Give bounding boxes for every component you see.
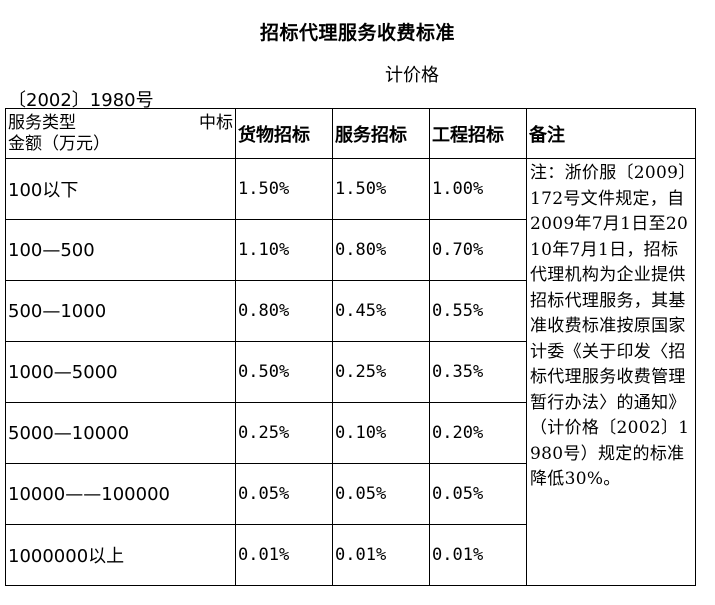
goods-rate-cell: 0.25% — [235, 402, 333, 464]
doc-number: 〔2002〕1980号 — [8, 90, 154, 111]
header-amount-label: 金额（万元） — [8, 133, 110, 154]
range-cell: 1000000以上 — [5, 524, 236, 586]
header-service: 服务招标 — [332, 108, 430, 159]
table-row: 100—500 1.10% 0.80% 0.70% — [5, 219, 696, 281]
engineering-rate-cell: 0.01% — [429, 524, 527, 586]
goods-rate-cell: 1.10% — [235, 219, 333, 281]
table-row: 500—1000 0.80% 0.45% 0.55% — [5, 280, 696, 342]
range-cell: 500—1000 — [5, 280, 236, 342]
remarks-note: 注：浙价服〔2009〕172号文件规定，自2009年7月1日至2010年7月1日… — [526, 158, 696, 586]
service-rate-cell: 0.25% — [332, 341, 430, 403]
range-cell: 10000——100000 — [5, 463, 236, 525]
goods-rate-cell: 1.50% — [235, 158, 333, 220]
header-winning-label: 中标 — [199, 112, 233, 133]
goods-rate-cell: 0.05% — [235, 463, 333, 525]
header-service-type: 服务类型 中标 金额（万元） — [5, 108, 236, 159]
table-row: 1000000以上 0.01% 0.01% 0.01% — [5, 524, 696, 586]
table-row: 100以下 1.50% 1.50% 1.00% 注：浙价服〔2009〕172号文… — [5, 158, 696, 586]
goods-rate-cell: 0.80% — [235, 280, 333, 342]
fee-table: 服务类型 中标 金额（万元） 货物招标 服务招标 工程招标 备注 100以下 1… — [5, 108, 696, 586]
table-row: 10000——100000 0.05% 0.05% 0.05% — [5, 463, 696, 525]
table-header-row: 服务类型 中标 金额（万元） 货物招标 服务招标 工程招标 备注 — [5, 108, 696, 159]
doc-prefix: 计价格 — [385, 65, 439, 86]
range-cell: 100以下 — [5, 158, 236, 220]
header-service-type-label: 服务类型 — [8, 112, 76, 133]
goods-rate-cell: 0.01% — [235, 524, 333, 586]
engineering-rate-cell: 1.00% — [429, 158, 527, 220]
service-rate-cell: 1.50% — [332, 158, 430, 220]
engineering-rate-cell: 0.70% — [429, 219, 527, 281]
service-rate-cell: 0.45% — [332, 280, 430, 342]
header-goods: 货物招标 — [235, 108, 333, 159]
service-rate-cell: 0.80% — [332, 219, 430, 281]
header-remarks: 备注 — [526, 108, 696, 159]
service-rate-cell: 0.10% — [332, 402, 430, 464]
goods-rate-cell: 0.50% — [235, 341, 333, 403]
page-title: 招标代理服务收费标准 — [259, 22, 455, 44]
range-cell: 1000—5000 — [5, 341, 236, 403]
range-cell: 100—500 — [5, 219, 236, 281]
range-cell: 5000—10000 — [5, 402, 236, 464]
service-rate-cell: 0.05% — [332, 463, 430, 525]
service-rate-cell: 0.01% — [332, 524, 430, 586]
header-engineering: 工程招标 — [429, 108, 527, 159]
engineering-rate-cell: 0.35% — [429, 341, 527, 403]
engineering-rate-cell: 0.05% — [429, 463, 527, 525]
engineering-rate-cell: 0.20% — [429, 402, 527, 464]
engineering-rate-cell: 0.55% — [429, 280, 527, 342]
